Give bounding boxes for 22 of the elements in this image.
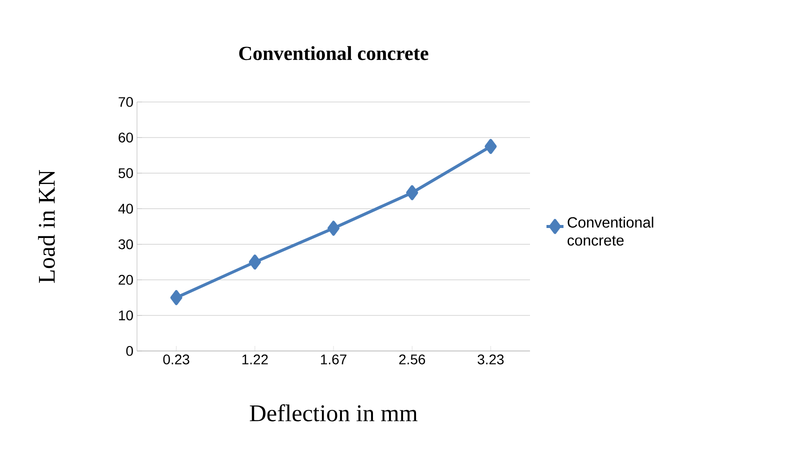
- point: [248, 254, 261, 270]
- x-tick-label: 0.23: [163, 354, 190, 364]
- y-tick-label: 60: [118, 132, 133, 143]
- x-tick-label: 1.67: [320, 354, 346, 364]
- y-tick-label: 30: [118, 239, 133, 250]
- chart-title: Conventional concrete: [239, 46, 428, 60]
- point: [484, 138, 497, 154]
- x-tick-label: 1.22: [242, 354, 268, 364]
- x-tick-label: 2.56: [399, 354, 426, 364]
- y-tick-label: 10: [119, 310, 133, 320]
- legend-label: Conventional concrete: [568, 216, 654, 246]
- point: [170, 290, 182, 306]
- x-tick-label: 3.23: [478, 354, 504, 364]
- y-tick-label: 40: [118, 204, 133, 214]
- point: [406, 185, 418, 200]
- y-axis-title: Load in KN: [38, 170, 55, 283]
- x-axis-title: Deflection in mm: [250, 404, 418, 422]
- point: [328, 220, 340, 236]
- y-tick-label: 70: [118, 97, 133, 107]
- y-tick-label: 20: [118, 274, 133, 285]
- y-tick-label: 0: [126, 346, 133, 356]
- y-tick-label: 50: [118, 168, 133, 178]
